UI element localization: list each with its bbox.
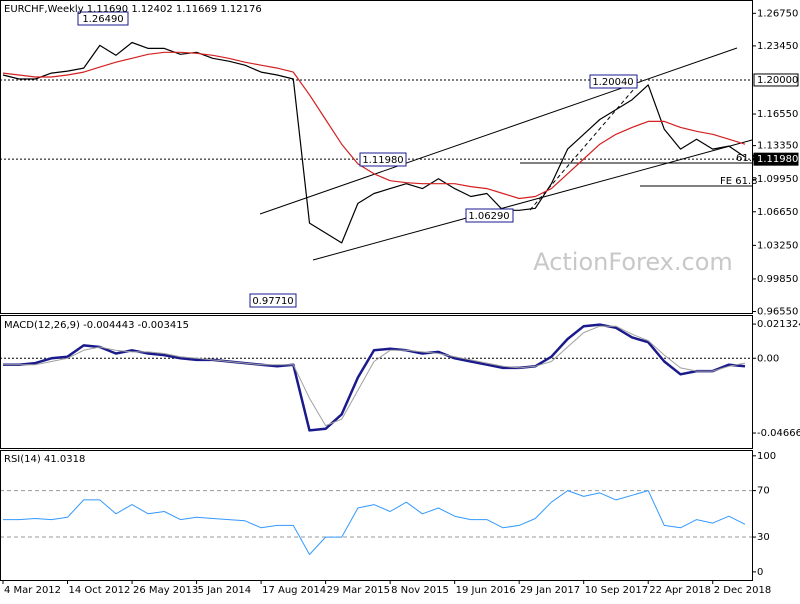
series-line — [2, 51, 746, 200]
x-tick-label: 5 Jan 2014 — [198, 585, 252, 596]
annotation: 0.97710 — [252, 296, 293, 307]
level-label-box — [753, 73, 799, 87]
annotation: 1.06290 — [468, 211, 509, 222]
x-tick-label: 26 May 2013 — [133, 585, 198, 596]
x-tick-label: 14 Oct 2012 — [69, 585, 131, 596]
x-tick-label: 19 Jun 2016 — [456, 585, 516, 596]
annotation: 1.20040 — [592, 77, 633, 88]
x-tick-label: 29 Jan 2017 — [520, 585, 580, 596]
watermark: ActionForex.com — [533, 248, 733, 276]
macd-frame — [0, 315, 753, 449]
y-tick-label: 1.23450 — [757, 41, 798, 52]
annotation-box — [465, 208, 514, 223]
x-tick-label: 2 Dec 2018 — [714, 585, 772, 596]
y-tick-label: 70 — [757, 486, 770, 497]
y-tick-label: 1.06650 — [757, 207, 798, 218]
y-tick-label: 1.26750 — [757, 8, 798, 19]
annotation: 1.11980 — [362, 155, 403, 166]
level-label-box — [753, 152, 799, 166]
annotation: 1.26490 — [82, 14, 123, 25]
x-tick-label: 22 Apr 2018 — [649, 585, 711, 596]
y-tick-label: 0.021324 — [757, 319, 800, 330]
x-tick-label: 4 Mar 2012 — [4, 585, 61, 596]
y-tick-label: 0.00 — [757, 353, 779, 364]
annotation-box — [249, 293, 297, 308]
level-label: 1.11980 — [757, 154, 798, 165]
x-tick-label: 10 Sep 2017 — [585, 585, 648, 596]
y-tick-label: 100 — [757, 451, 776, 462]
series-line — [3, 325, 746, 427]
price-frame — [0, 0, 753, 314]
y-tick-label: 30 — [757, 532, 770, 543]
x-tick-label: 17 Aug 2014 — [262, 585, 326, 596]
rsi-frame — [0, 450, 753, 581]
y-tick-label: 1.13350 — [757, 141, 798, 152]
annotation-box — [359, 152, 407, 167]
chart-title: EURCHF,Weekly 1.11690 1.12402 1.11669 1.… — [4, 4, 262, 15]
series-line — [2, 41, 746, 244]
y-tick-label: -0.046663 — [757, 428, 800, 439]
channel-lower — [312, 139, 753, 261]
panel-title: RSI(14) 41.0318 — [4, 454, 85, 465]
y-tick-label: 1.16550 — [757, 109, 798, 120]
y-tick-label: 0 — [757, 567, 763, 578]
x-tick-label: 29 Mar 2015 — [327, 585, 390, 596]
y-tick-label: 0.99850 — [757, 274, 798, 285]
annotation-box — [589, 74, 638, 89]
annotation-box — [77, 11, 129, 26]
y-tick-label: 0.96550 — [757, 307, 798, 318]
series-line — [3, 490, 746, 555]
annotation: FE 61.8 — [720, 176, 758, 187]
x-tick-label: 8 Nov 2015 — [391, 585, 449, 596]
annotation: 61.8 — [736, 153, 758, 164]
y-tick-label: 1.09950 — [757, 174, 798, 185]
y-tick-label: 1.03250 — [757, 240, 798, 251]
channel-upper — [259, 47, 738, 215]
panel-title: MACD(12,26,9) -0.004443 -0.003415 — [4, 320, 189, 331]
level-label: 1.20000 — [757, 75, 798, 86]
